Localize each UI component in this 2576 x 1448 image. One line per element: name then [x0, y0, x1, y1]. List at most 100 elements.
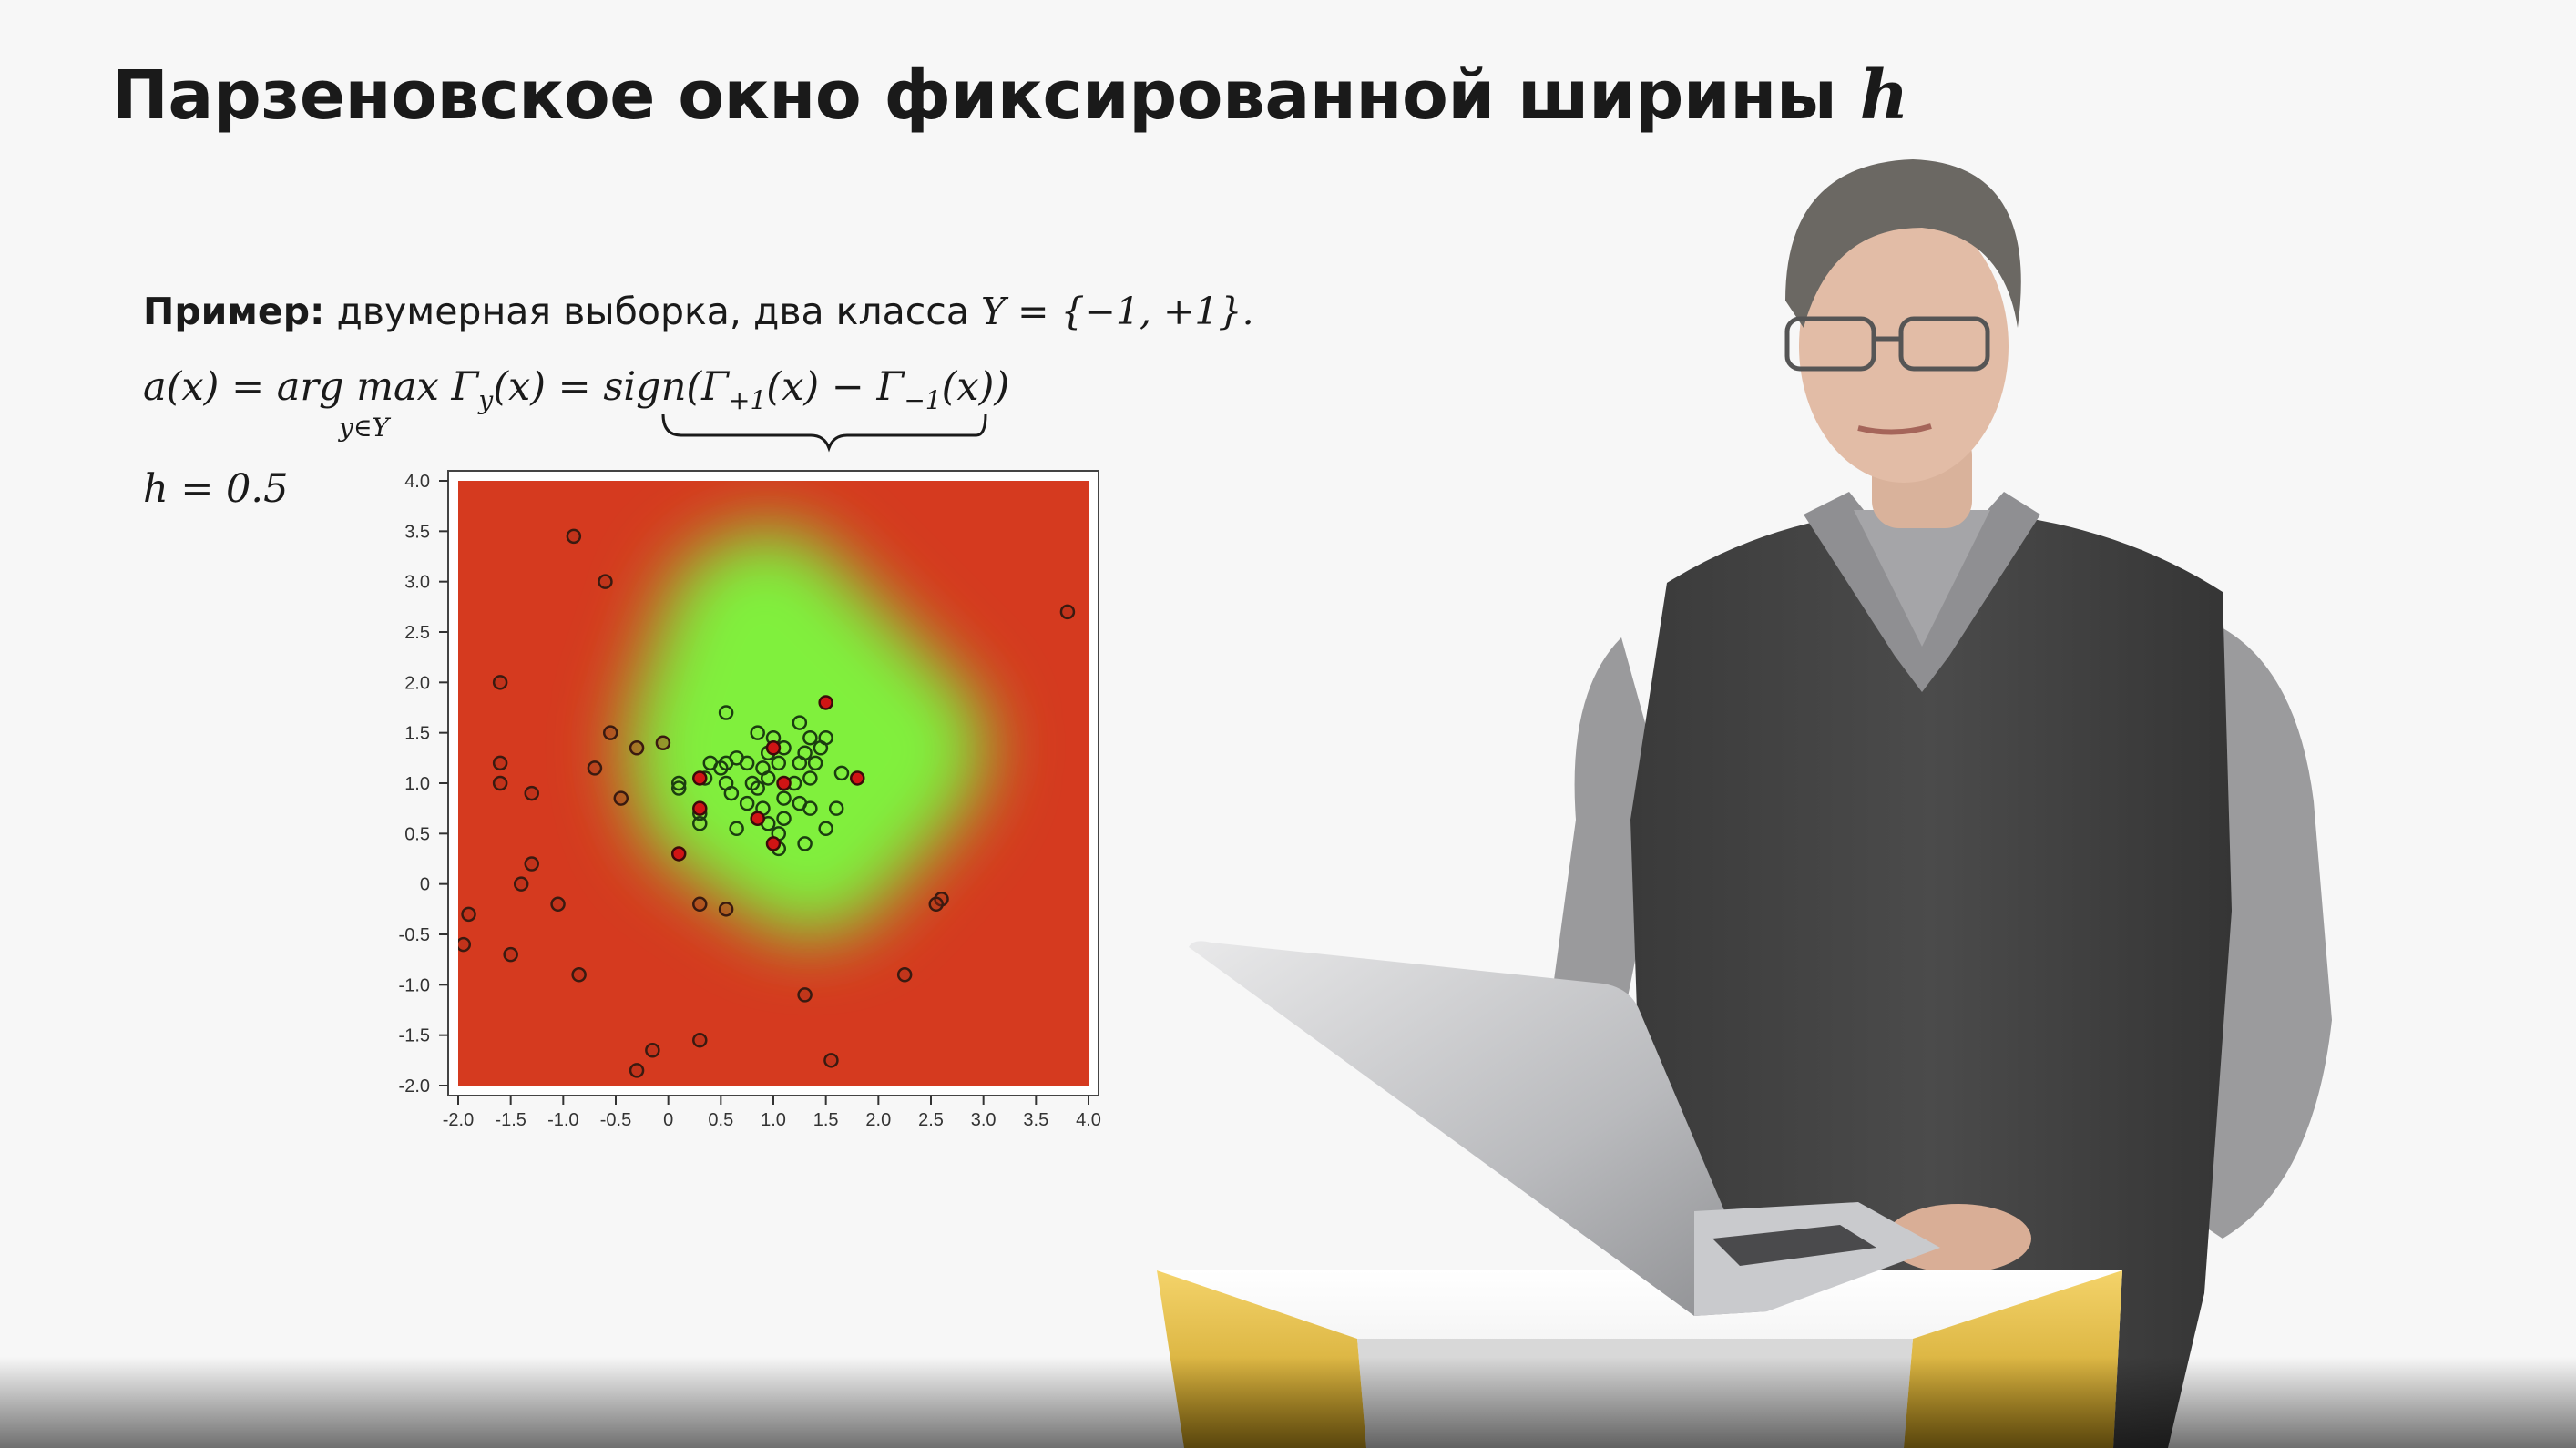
point-class-minus [629, 1063, 645, 1078]
point-class-plus [771, 755, 787, 771]
y-tick-label: 2.0 [404, 673, 430, 693]
plot-area [458, 481, 1089, 1086]
point-class-minus-inside [692, 770, 708, 786]
formula-mid: (x) = sign(Γ [493, 364, 730, 410]
point-class-plus [692, 816, 708, 831]
point-class-plus [828, 800, 844, 816]
x-tick-label: 1.5 [813, 1110, 839, 1130]
x-tick-label: 3.5 [1023, 1110, 1048, 1130]
point-class-minus [571, 967, 587, 983]
point-class-plus [802, 800, 818, 816]
y-tick-label: 3.5 [404, 522, 430, 542]
formula-sub-y: y [478, 385, 494, 415]
x-tick-label: -1.0 [547, 1110, 578, 1130]
y-tick-label: -1.5 [399, 1026, 430, 1046]
x-tick-label: 4.0 [1076, 1110, 1101, 1130]
x-tick-label: 0 [663, 1110, 673, 1130]
point-class-plus [670, 780, 687, 796]
y-tick-label: -0.5 [399, 925, 430, 945]
x-tick-label: -2.0 [443, 1110, 474, 1130]
point-class-plus [739, 795, 755, 811]
point-class-plus [729, 821, 744, 837]
point-class-minus [1059, 604, 1076, 620]
point-class-plus [797, 836, 813, 851]
slide-title: Парзеновское окно фиксированной ширины h [112, 56, 1908, 135]
point-class-plus [813, 740, 829, 756]
glasses [1784, 316, 1876, 372]
x-tick-label: 1.0 [761, 1110, 786, 1130]
point-class-minus [566, 528, 582, 545]
point-class-minus-inside [776, 775, 792, 791]
formula-sub-minus: −1 [904, 385, 942, 415]
point-class-minus [613, 790, 629, 806]
example-line: Пример: двумерная выборка, два класса Y … [143, 290, 1254, 333]
point-class-plus [776, 811, 792, 826]
point-class-minus [629, 740, 645, 756]
formula-sub-plus: +1 [729, 385, 767, 415]
point-class-minus-inside [692, 800, 708, 816]
hand [1886, 1204, 2031, 1273]
point-class-plus [833, 765, 850, 781]
point-class-minus [461, 906, 476, 923]
x-tick-label: 0.5 [708, 1110, 733, 1130]
laptop-lid [1189, 941, 1767, 1316]
point-class-plus [750, 780, 765, 796]
x-tick-label: 2.5 [918, 1110, 944, 1130]
point-class-minus [655, 735, 671, 750]
point-class-plus [718, 755, 734, 771]
point-class-minus [692, 896, 708, 913]
y-axis: -2.0 -1.5 -1.0 -0.5 0 0.5 1.0 1.5 2.0 2.5 3.0 3.5 4.… [399, 472, 448, 1096]
point-class-minus [458, 936, 472, 953]
formula-argmax-subscript: y∈Y [339, 413, 390, 443]
point-class-plus [818, 821, 833, 837]
point-class-plus [792, 755, 808, 771]
example-math: Y = {−1, +1}. [980, 290, 1254, 333]
laptop-base [1694, 1202, 1940, 1316]
point-class-plus [723, 785, 740, 801]
example-text: двумерная выборка, два класса [324, 290, 981, 333]
point-class-plus [718, 705, 734, 720]
slide-title-text: Парзеновское окно фиксированной ширины [112, 56, 1860, 135]
point-class-minus [524, 856, 539, 872]
point-class-minus [823, 1053, 839, 1068]
point-class-minus-inside [850, 770, 865, 786]
y-tick-label: 1.5 [404, 724, 430, 744]
y-tick-label: -1.0 [399, 975, 430, 995]
head [1799, 209, 2009, 483]
hair [1785, 159, 2021, 328]
point-class-minus [503, 946, 518, 963]
x-tick-label: 2.0 [865, 1110, 891, 1130]
point-class-minus [645, 1043, 660, 1058]
point-class-minus-inside [670, 846, 687, 862]
point-class-minus [928, 896, 945, 913]
y-tick-label: 0.5 [404, 824, 430, 844]
point-class-plus [670, 775, 687, 791]
point-class-minus [492, 775, 508, 791]
point-class-minus-inside [765, 740, 782, 756]
point-class-minus [492, 675, 508, 690]
point-class-minus [598, 574, 613, 589]
point-class-minus [587, 760, 603, 776]
x-tick-label: -0.5 [600, 1110, 631, 1130]
point-class-plus [760, 770, 776, 786]
y-tick-label: -2.0 [399, 1076, 430, 1096]
point-class-minus-inside [750, 811, 765, 826]
sample-points [458, 528, 1076, 1078]
x-axis: -2.0 -1.5 -1.0 -0.5 0 0.5 1.0 1.5 2.0 2.5 3.0 3.5 4.… [443, 1096, 1101, 1130]
classifier-formula: a(x) = arg max Γy(x) = sign(Γ+1(x) − Γ−1… [143, 364, 1009, 415]
point-class-minus [513, 876, 529, 892]
point-class-plus [792, 715, 808, 730]
slide-title-variable: h [1859, 56, 1909, 135]
y-tick-label: 4.0 [404, 472, 430, 492]
point-class-minus-inside [818, 695, 833, 710]
formula-end: (x)) [941, 364, 1010, 410]
point-class-plus [802, 770, 818, 786]
point-class-minus [602, 725, 618, 740]
point-class-minus [692, 1032, 708, 1048]
laptop-keyboard [1712, 1225, 1876, 1266]
formula-mid2: (x) − Γ [766, 364, 905, 410]
point-class-minus [797, 987, 813, 1003]
point-class-minus-inside [765, 836, 782, 851]
